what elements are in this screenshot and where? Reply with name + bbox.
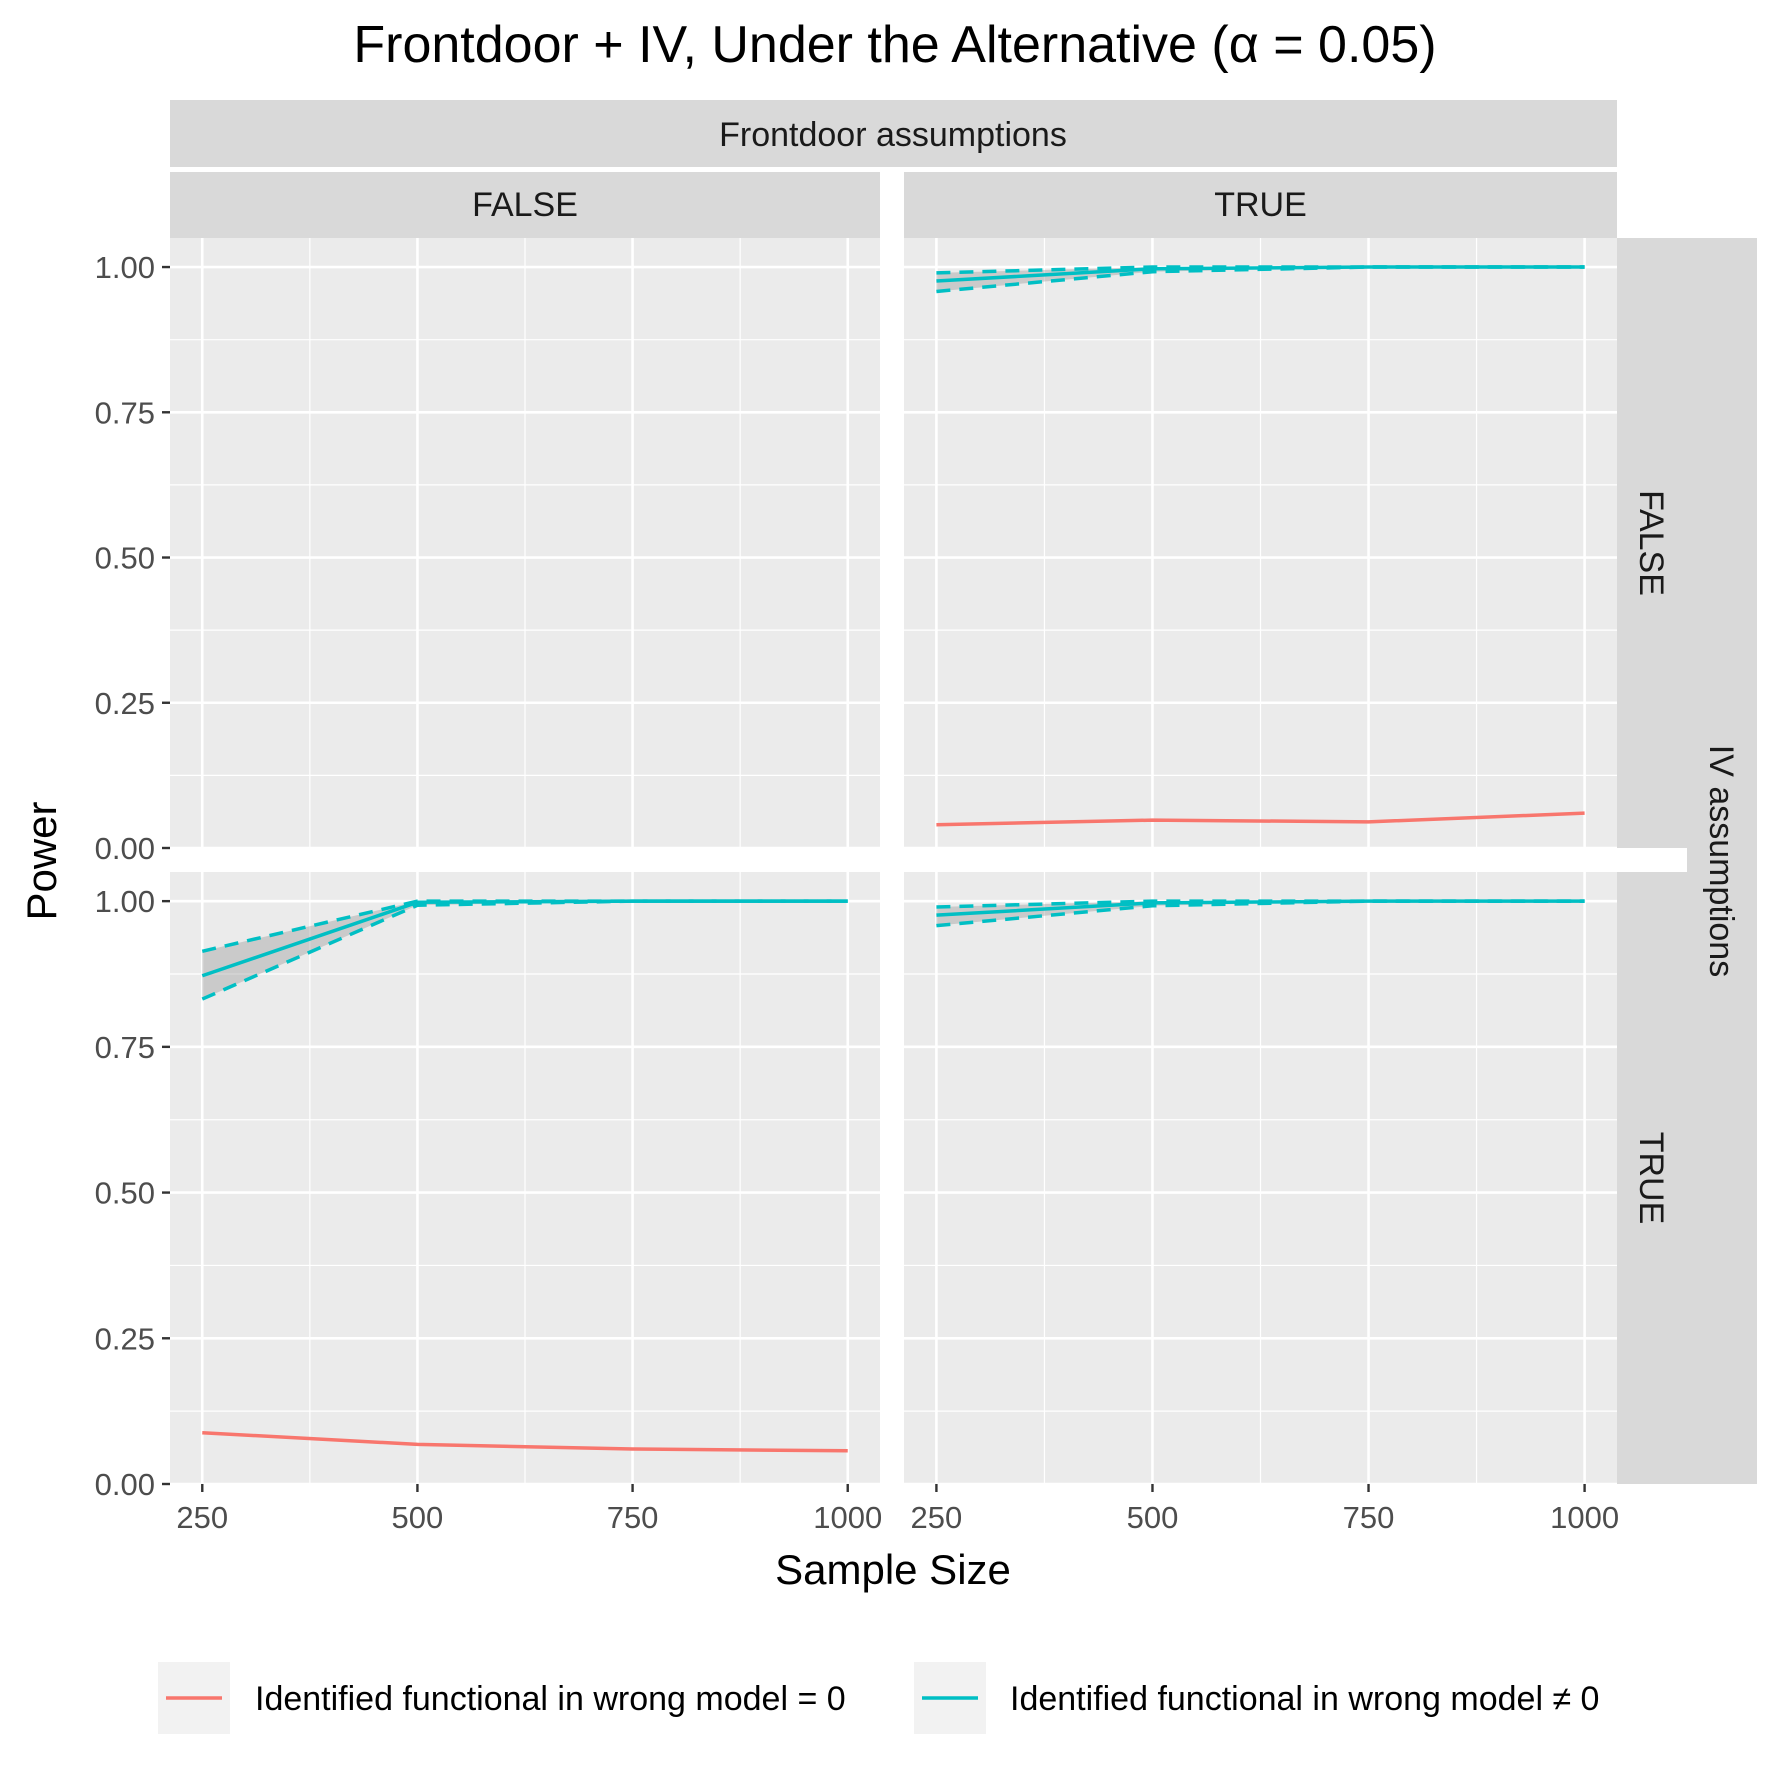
facet-row-strip — [1687, 238, 1757, 1484]
panel-fdTRUE-ivFALSE — [904, 238, 1617, 850]
facet-col-label-false: FALSE — [472, 186, 578, 224]
facet-row-strip-false — [1617, 238, 1687, 848]
facet-col-strip — [170, 100, 1617, 167]
legend-item-nonzero: Identified functional in wrong model ≠ 0 — [914, 1662, 1599, 1734]
x-tick-label: 1000 — [813, 1500, 882, 1535]
x-tick-label: 250 — [911, 1500, 963, 1535]
facet-row-strip-true — [1617, 872, 1687, 1484]
panel-fdFALSE-ivTRUE: 0.00 0.25 0.50 0.75 1.00 250 500 750 1000 — [95, 872, 882, 1535]
panel-fdFALSE-ivFALSE: 0.00 0.25 0.50 0.75 1.00 — [95, 238, 880, 866]
y-tick-label: 0.00 — [95, 1467, 155, 1502]
x-tick-label: 500 — [1127, 1500, 1179, 1535]
y-tick-label: 0.25 — [95, 1321, 155, 1356]
y-tick-label: 0.50 — [95, 1176, 155, 1211]
facet-col-title: Frontdoor assumptions — [719, 116, 1067, 154]
y-tick-label: 0.00 — [95, 831, 155, 866]
series-line-nonzero — [201, 899, 848, 978]
y-axis-title: Power — [18, 801, 65, 920]
facet-row-label-false: FALSE — [1632, 490, 1670, 596]
y-tick-label: 1.00 — [95, 250, 155, 285]
x-tick-label: 500 — [392, 1500, 444, 1535]
x-tick-label: 750 — [607, 1500, 659, 1535]
y-tick-label: 0.75 — [95, 395, 155, 430]
facet-row-title: IV assumptions — [1702, 745, 1740, 977]
ci-ribbon-nonzero — [202, 901, 848, 1000]
facet-col-strip-true — [904, 172, 1617, 238]
y-tick-label: 0.25 — [95, 686, 155, 721]
x-axis-title: Sample Size — [775, 1546, 1011, 1593]
facet-col-strip-false — [170, 172, 880, 238]
y-tick-label: 1.00 — [95, 884, 155, 919]
x-tick-label: 250 — [176, 1500, 228, 1535]
x-tick-label: 750 — [1343, 1500, 1395, 1535]
series-line-zero — [936, 811, 1585, 827]
x-tick-label: 1000 — [1550, 1500, 1619, 1535]
legend-item-zero: Identified functional in wrong model = 0 — [158, 1662, 846, 1734]
facet-col-label-true: TRUE — [1214, 186, 1307, 224]
panels-layer: FALSE TRUEFALSETRUE0.000.250.500.751.000.… — [95, 172, 1687, 1535]
panel-fdTRUE-ivTRUE: 250 500 750 1000 — [904, 872, 1619, 1535]
legend-label: Identified functional in wrong model ≠ 0 — [1010, 1680, 1599, 1718]
legend: Identified functional in wrong model = 0… — [158, 1662, 1599, 1734]
y-tick-label: 0.50 — [95, 541, 155, 576]
facet-row-label-true: TRUE — [1632, 1132, 1670, 1225]
legend-label: Identified functional in wrong model = 0 — [255, 1680, 846, 1718]
chart-title: Frontdoor + IV, Under the Alternative (α… — [353, 16, 1436, 74]
series-line-nonzero — [936, 899, 1585, 917]
series-line-zero — [202, 1430, 848, 1453]
series-line-nonzero — [936, 265, 1585, 283]
y-tick-label: 0.75 — [95, 1030, 155, 1065]
